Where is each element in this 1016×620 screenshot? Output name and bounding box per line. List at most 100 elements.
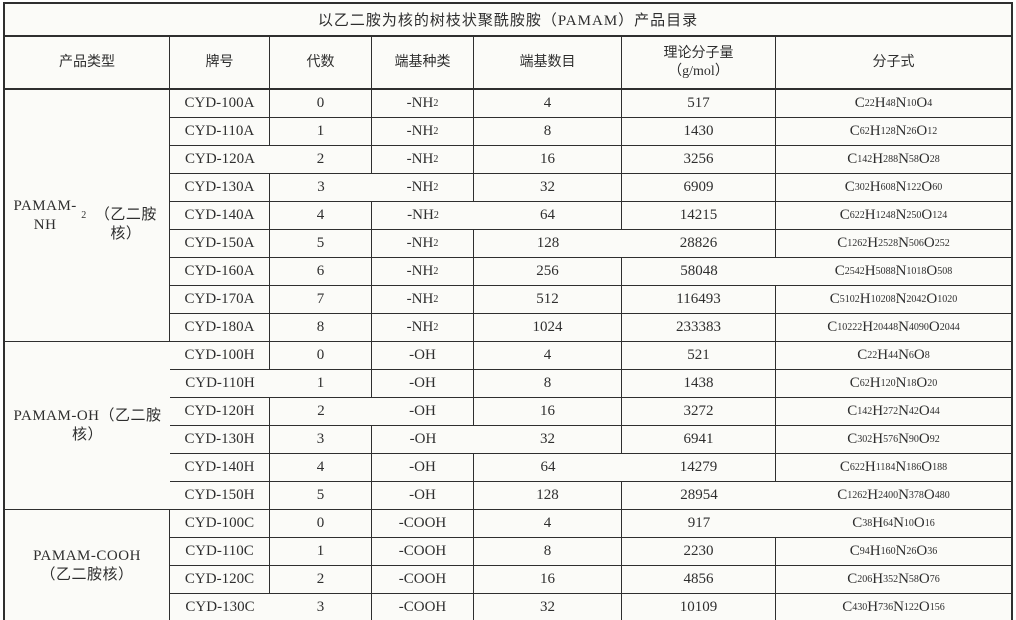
- column-header: 端基种类: [372, 37, 474, 88]
- cell-generation: 3: [270, 426, 372, 454]
- cell-end-group-count: 1024: [474, 314, 622, 342]
- cell-end-group-count: 16: [474, 146, 622, 174]
- product-type-cell: PAMAM-OH（乙二胺 核）: [5, 342, 170, 510]
- cell-brand: CYD-110C: [170, 538, 270, 566]
- cell-end-group-type: -OH: [372, 426, 474, 454]
- cell-end-group-type: -COOH: [372, 566, 474, 594]
- cell-brand: CYD-150H: [170, 482, 270, 510]
- cell-end-group-type: -NH 2: [372, 258, 474, 286]
- cell-generation: 2: [270, 146, 372, 174]
- cell-end-group-type: -NH 2: [372, 90, 474, 118]
- cell-formula: C 62 H 120 N 18 O 20: [776, 370, 1011, 398]
- cell-molecular-weight: 14279: [622, 454, 776, 482]
- cell-molecular-weight: 233383: [622, 314, 776, 342]
- table-title: 以乙二胺为核的树枝状聚酰胺胺（PAMAM）产品目录: [5, 4, 1011, 37]
- cell-molecular-weight: 3272: [622, 398, 776, 426]
- cell-formula: C 94 H 160 N 26 O 36: [776, 538, 1011, 566]
- cell-end-group-count: 8: [474, 370, 622, 398]
- column-header: 产品类型: [5, 37, 170, 88]
- cell-end-group-type: -COOH: [372, 594, 474, 620]
- cell-generation: 4: [270, 454, 372, 482]
- cell-generation: 0: [270, 510, 372, 538]
- cell-formula: C 430 H 736 N 122 O 156: [776, 594, 1011, 620]
- cell-molecular-weight: 917: [622, 510, 776, 538]
- product-catalog-table: 以乙二胺为核的树枝状聚酰胺胺（PAMAM）产品目录 产品类型 牌号 代数 端基种类 端基…: [3, 2, 1013, 620]
- cell-generation: 4: [270, 202, 372, 230]
- cell-formula: C 1262 H 2400 N 378 O 480: [776, 482, 1011, 510]
- cell-end-group-count: 32: [474, 426, 622, 454]
- cell-end-group-count: 4: [474, 90, 622, 118]
- cell-formula: C 2542 H 5088 N 1018 O 508: [776, 258, 1011, 286]
- cell-generation: 0: [270, 342, 372, 370]
- cell-generation: 7: [270, 286, 372, 314]
- cell-generation: 2: [270, 398, 372, 426]
- cell-brand: CYD-100C: [170, 510, 270, 538]
- cell-end-group-type: -NH 2: [372, 286, 474, 314]
- cell-end-group-type: -COOH: [372, 538, 474, 566]
- cell-generation: 1: [270, 370, 372, 398]
- cell-formula: C 302 H 576 N 90 O 92: [776, 426, 1011, 454]
- cell-end-group-type: -NH 2: [372, 118, 474, 146]
- cell-brand: CYD-110H: [170, 370, 270, 398]
- cell-molecular-weight: 28954: [622, 482, 776, 510]
- column-header: 端基数目: [474, 37, 622, 88]
- cell-end-group-type: -OH: [372, 482, 474, 510]
- cell-end-group-count: 16: [474, 398, 622, 426]
- cell-end-group-count: 512: [474, 286, 622, 314]
- cell-molecular-weight: 1430: [622, 118, 776, 146]
- cell-brand: CYD-130A: [170, 174, 270, 202]
- cell-generation: 1: [270, 118, 372, 146]
- cell-end-group-type: -OH: [372, 370, 474, 398]
- column-header: 理论分子量 （g/mol）: [622, 37, 776, 88]
- cell-end-group-type: -OH: [372, 342, 474, 370]
- cell-brand: CYD-140A: [170, 202, 270, 230]
- cell-molecular-weight: 10109: [622, 594, 776, 620]
- cell-generation: 0: [270, 90, 372, 118]
- table-body: PAMAM-NH 2 （乙二胺核） CYD-100A 0 -NH 2 4 517 C 22 H 48 N…: [5, 90, 1011, 620]
- cell-molecular-weight: 116493: [622, 286, 776, 314]
- cell-molecular-weight: 2230: [622, 538, 776, 566]
- cell-brand: CYD-100H: [170, 342, 270, 370]
- cell-molecular-weight: 1438: [622, 370, 776, 398]
- cell-end-group-count: 256: [474, 258, 622, 286]
- cell-formula: C 5102 H 10208 N 2042 O 1020: [776, 286, 1011, 314]
- cell-generation: 5: [270, 482, 372, 510]
- cell-end-group-type: -OH: [372, 398, 474, 426]
- cell-brand: CYD-170A: [170, 286, 270, 314]
- column-header: 代数: [270, 37, 372, 88]
- cell-brand: CYD-100A: [170, 90, 270, 118]
- cell-end-group-count: 128: [474, 230, 622, 258]
- cell-brand: CYD-130C: [170, 594, 270, 620]
- cell-generation: 3: [270, 594, 372, 620]
- cell-brand: CYD-110A: [170, 118, 270, 146]
- cell-formula: C 622 H 1248 N 250 O 124: [776, 202, 1011, 230]
- cell-brand: CYD-140H: [170, 454, 270, 482]
- cell-molecular-weight: 58048: [622, 258, 776, 286]
- cell-end-group-type: -NH 2: [372, 202, 474, 230]
- cell-brand: CYD-150A: [170, 230, 270, 258]
- cell-end-group-count: 8: [474, 118, 622, 146]
- cell-end-group-count: 32: [474, 174, 622, 202]
- cell-formula: C 302 H 608 N 122 O 60: [776, 174, 1011, 202]
- cell-formula: C 10222 H 20448 N 4090 O 2044: [776, 314, 1011, 342]
- cell-formula: C 62 H 128 N 26 O 12: [776, 118, 1011, 146]
- column-header: 分子式: [872, 54, 915, 70]
- cell-molecular-weight: 14215: [622, 202, 776, 230]
- cell-molecular-weight: 517: [622, 90, 776, 118]
- cell-generation: 3: [270, 174, 372, 202]
- cell-brand: CYD-130H: [170, 426, 270, 454]
- cell-brand: CYD-120C: [170, 566, 270, 594]
- cell-end-group-type: -NH 2: [372, 174, 474, 202]
- cell-molecular-weight: 6941: [622, 426, 776, 454]
- cell-end-group-type: -NH 2: [372, 314, 474, 342]
- cell-brand: CYD-120A: [170, 146, 270, 174]
- cell-formula: C 142 H 288 N 58 O 28: [776, 146, 1011, 174]
- cell-end-group-count: 16: [474, 566, 622, 594]
- cell-generation: 2: [270, 566, 372, 594]
- cell-formula: C 22 H 44 N 6 O 8: [776, 342, 1011, 370]
- cell-end-group-count: 4: [474, 342, 622, 370]
- cell-formula: C 22 H 48 N 10 O 4: [776, 90, 1011, 118]
- product-type-cell: PAMAM-COOH （乙二胺核）: [5, 510, 170, 620]
- cell-brand: CYD-180A: [170, 314, 270, 342]
